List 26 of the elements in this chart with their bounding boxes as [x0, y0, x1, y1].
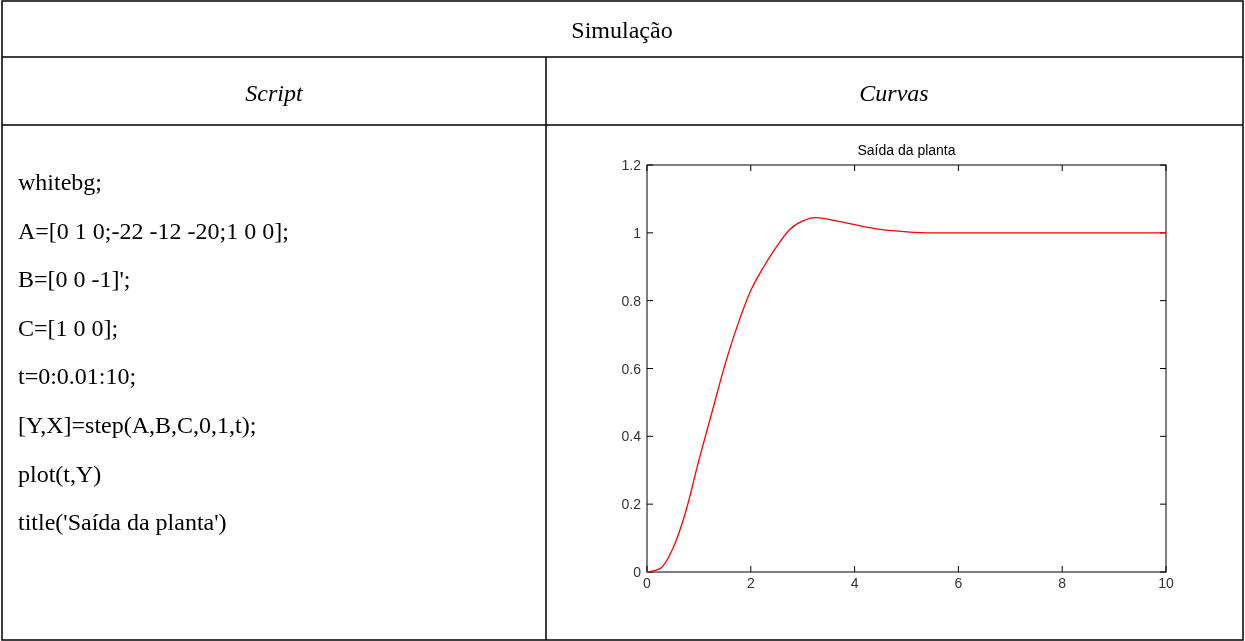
- text: Simulação: [571, 17, 673, 43]
- x-tick-label: 10: [1158, 575, 1174, 591]
- line-series: [646, 216, 1167, 573]
- y-tick-label: 1.2: [621, 157, 642, 173]
- text: B=[0 0 -1]';: [18, 266, 131, 293]
- x-tick-label: 0: [643, 575, 652, 591]
- x-tick-label: 2: [746, 575, 755, 591]
- text: Script: [245, 80, 304, 106]
- text: A=[0 1 0;-22 -12 -20;1 0 0];: [18, 217, 289, 244]
- text: [Y,X]=step(A,B,C,0,1,t);: [18, 412, 257, 438]
- text: plot(t,Y): [18, 460, 102, 487]
- y-tick-label: 0.2: [621, 496, 642, 513]
- x-tick-label: 8: [1058, 575, 1067, 591]
- y-tick-label: 1: [633, 224, 642, 241]
- y-tick-label: 0.8: [621, 292, 642, 309]
- text: title('Saída da planta'): [18, 509, 227, 536]
- text: t=0:0.01:10;: [18, 363, 137, 390]
- x-tick-label: 6: [954, 575, 963, 591]
- y-tick-label: 0: [633, 564, 642, 580]
- chart-title: Saída da planta: [857, 142, 956, 158]
- y-tick-label: 0.6: [621, 360, 642, 377]
- text: C=[1 0 0];: [18, 314, 119, 341]
- x-tick-label: 4: [850, 575, 859, 591]
- y-tick-label: 0.4: [621, 428, 642, 445]
- text: whitebg;: [18, 169, 102, 195]
- text: Curvas: [859, 80, 929, 106]
